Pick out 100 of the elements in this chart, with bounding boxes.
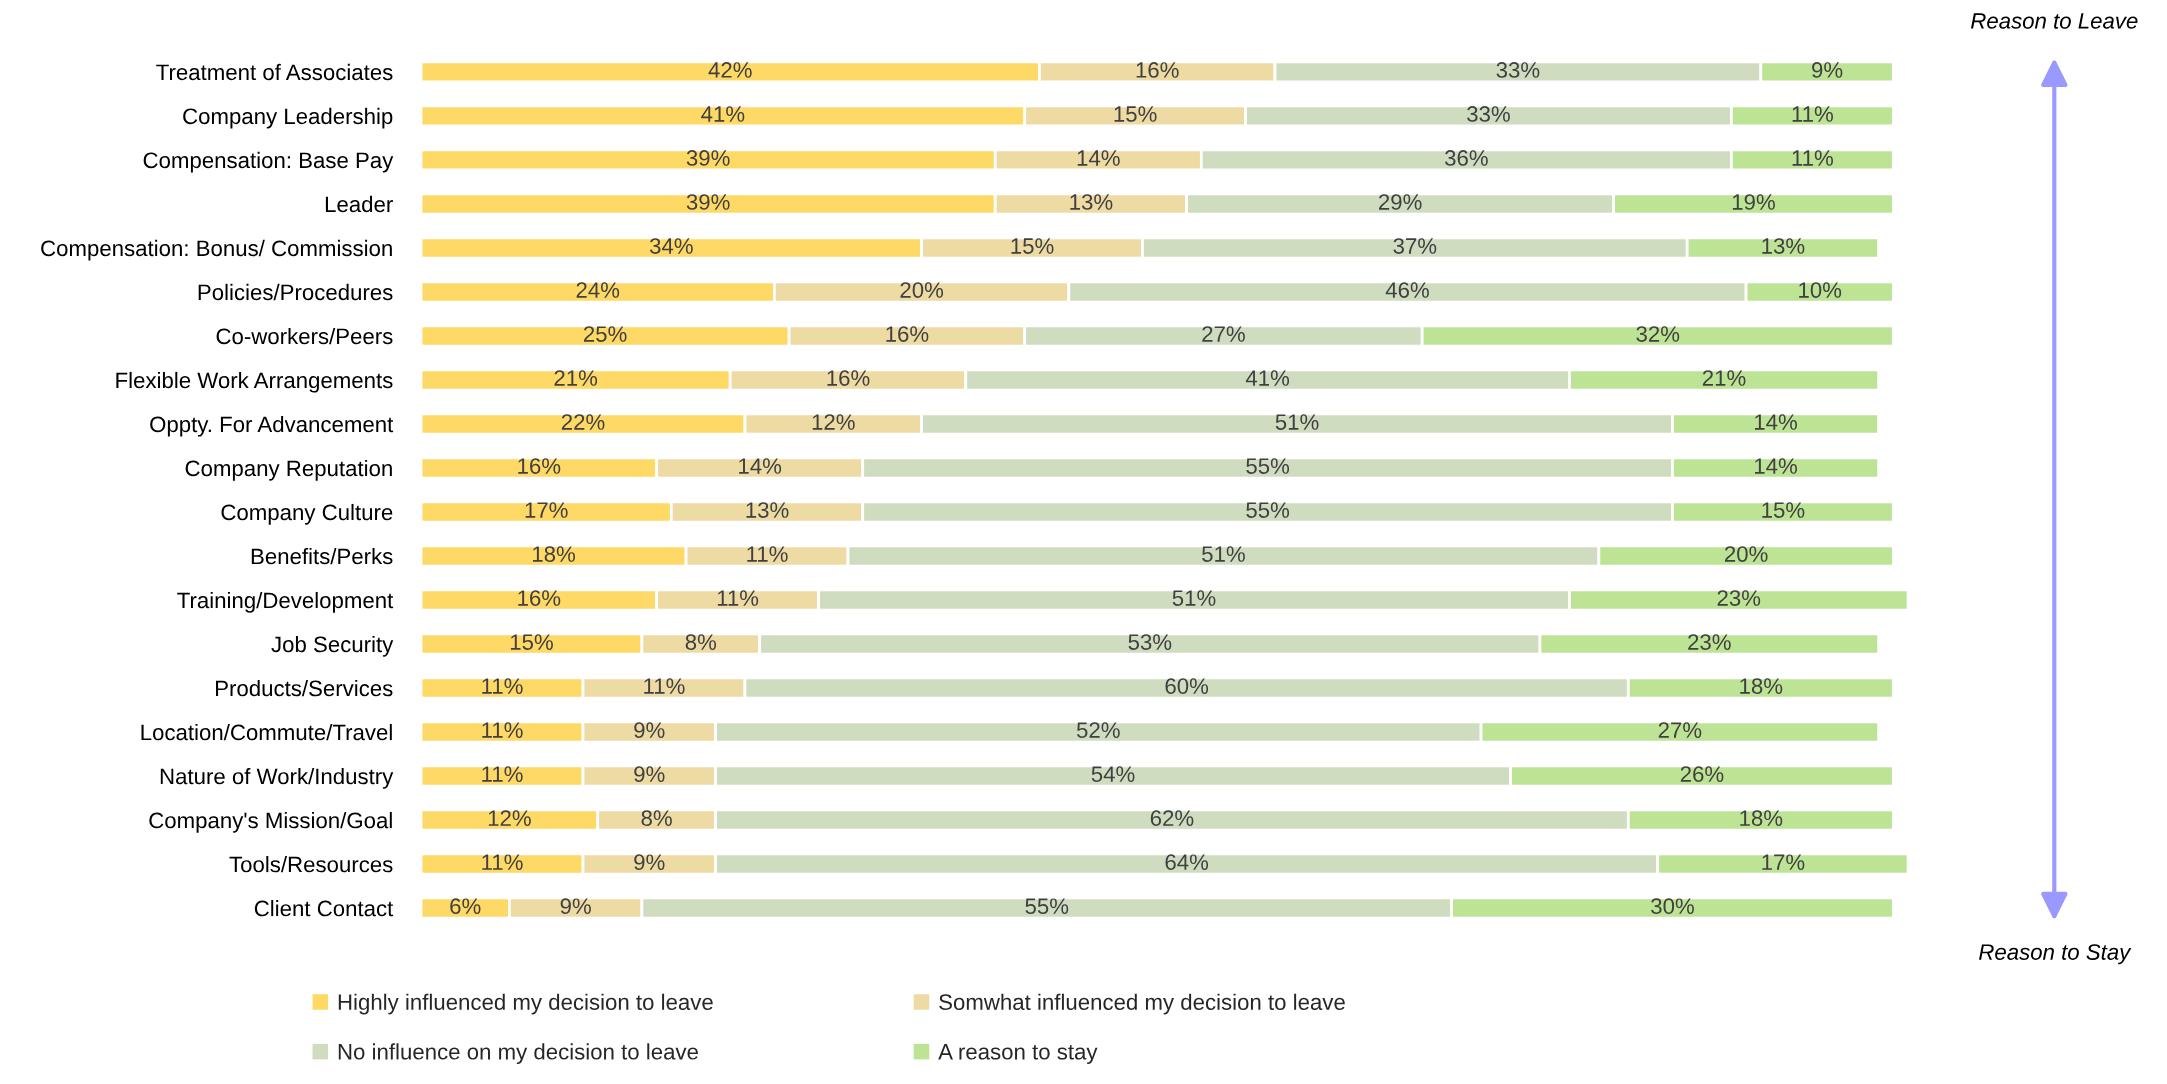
legend-label: A reason to stay	[938, 1044, 1098, 1064]
data-label: 21%	[554, 370, 598, 386]
data-label: 16%	[827, 370, 870, 386]
data-label: 14%	[1077, 150, 1120, 166]
data-label: 42%	[708, 62, 752, 78]
y-tick-label: Compensation: Bonus/ Commission	[41, 239, 392, 261]
y-tick-label: Company Reputation	[185, 459, 392, 481]
data-label: 9%	[560, 898, 591, 915]
data-label: 34%	[649, 238, 693, 254]
data-label: 33%	[1467, 106, 1510, 122]
y-tick-label: Job Security	[271, 635, 394, 657]
data-label: 11%	[482, 678, 523, 694]
y-tick-label: Oppty. For Advancement	[150, 415, 394, 437]
data-label: 55%	[1025, 898, 1069, 915]
data-label: 27%	[1658, 722, 1702, 738]
data-label: 9%	[634, 854, 665, 871]
data-label: 20%	[900, 282, 944, 298]
data-label: 16%	[518, 590, 561, 606]
data-label: 30%	[1651, 898, 1694, 915]
data-label: 9%	[634, 722, 665, 738]
text: Reason to Stay	[1979, 944, 2132, 965]
data-label: 39%	[686, 150, 730, 166]
data-label: 26%	[1680, 766, 1724, 782]
data-label: 13%	[1070, 194, 1113, 210]
data-label: 15%	[1762, 502, 1805, 518]
y-tick-label: Client Contact	[254, 900, 394, 917]
data-label: 51%	[1202, 546, 1245, 562]
data-label: 9%	[634, 766, 665, 782]
data-label: 10%	[1799, 282, 1842, 298]
data-label: 19%	[1732, 194, 1775, 210]
data-label: 9%	[1812, 62, 1843, 78]
legend-label: Highly influenced my decision to leave	[338, 993, 713, 1015]
data-label: 11%	[1792, 150, 1833, 166]
data-label: 11%	[747, 546, 788, 562]
data-label: 18%	[533, 546, 575, 562]
data-label: 54%	[1091, 766, 1135, 782]
data-label: 8%	[641, 810, 672, 827]
data-label: 51%	[1275, 414, 1319, 430]
data-label: 15%	[1114, 106, 1157, 122]
y-tick-label: Location/Commute/Travel	[141, 723, 392, 741]
data-label: 13%	[746, 502, 789, 518]
y-tick-label: Leader	[325, 195, 393, 213]
data-label: 41%	[1245, 370, 1290, 386]
y-tick-label: Company's Mission/Goal	[149, 811, 392, 833]
y-tick-label: Company Leadership	[183, 107, 393, 129]
y-tick-label: Company Culture	[221, 503, 393, 525]
data-label: 12%	[488, 810, 531, 826]
data-label: 21%	[1702, 370, 1746, 386]
data-label: 14%	[739, 458, 782, 474]
data-label: 55%	[1246, 458, 1290, 474]
data-label: 25%	[583, 326, 627, 342]
data-label: 11%	[717, 590, 759, 606]
data-label: 15%	[510, 634, 553, 650]
data-label: 53%	[1128, 634, 1172, 650]
y-tick-label: Tools/Resources	[229, 856, 393, 873]
data-label: 12%	[812, 414, 855, 430]
data-label: 41%	[701, 106, 745, 122]
data-label: 27%	[1202, 326, 1245, 342]
data-label: 62%	[1150, 810, 1194, 827]
data-label: 15%	[1011, 238, 1054, 254]
legend-label: No influence on my decision to leave	[338, 1043, 698, 1064]
data-label: 24%	[576, 282, 620, 298]
data-label: 51%	[1172, 590, 1216, 606]
data-label: 14%	[1755, 414, 1797, 430]
data-label: 52%	[1076, 722, 1120, 738]
data-label: 18%	[1740, 678, 1783, 694]
data-label: 8%	[685, 634, 717, 650]
data-label: 23%	[1717, 590, 1761, 606]
data-label: 16%	[886, 326, 929, 342]
legend-label: Somwhat influenced my decision to leave	[939, 993, 1345, 1015]
y-tick-label: Treatment of Associates	[156, 63, 393, 81]
data-label: 11%	[1792, 106, 1833, 122]
data-label: 17%	[525, 502, 568, 518]
y-tick-label: Co-workers/Peers	[216, 327, 393, 345]
data-label: 11%	[644, 678, 685, 694]
y-tick-label: Training/Development	[177, 591, 394, 613]
y-tick-label: Benefits/Perks	[251, 547, 393, 565]
y-tick-label: Products/Services	[216, 679, 393, 697]
data-label: 11%	[482, 722, 523, 738]
data-label: 32%	[1636, 326, 1680, 342]
data-label: 23%	[1688, 634, 1731, 650]
data-label: 17%	[1762, 854, 1805, 870]
y-tick-label: Policies/Procedures	[198, 283, 393, 301]
data-label: 6%	[450, 898, 481, 915]
data-label: 16%	[1136, 62, 1179, 78]
data-label: 37%	[1393, 238, 1437, 254]
y-tick-label: Flexible Work Arrangements	[116, 371, 393, 393]
y-tick-label: Nature of Work/Industry	[160, 767, 394, 789]
data-label: 20%	[1724, 546, 1768, 562]
text: Reason to Leave	[1970, 13, 2138, 29]
data-label: 18%	[1740, 810, 1783, 827]
data-label: 29%	[1378, 194, 1422, 210]
data-label: 36%	[1444, 150, 1488, 166]
data-label: 14%	[1755, 458, 1797, 474]
data-label: 46%	[1385, 282, 1429, 298]
data-label: 33%	[1496, 62, 1540, 78]
data-label: 64%	[1165, 854, 1209, 871]
data-label: 11%	[482, 854, 523, 870]
data-label: 16%	[518, 458, 561, 474]
data-label: 55%	[1246, 502, 1290, 518]
